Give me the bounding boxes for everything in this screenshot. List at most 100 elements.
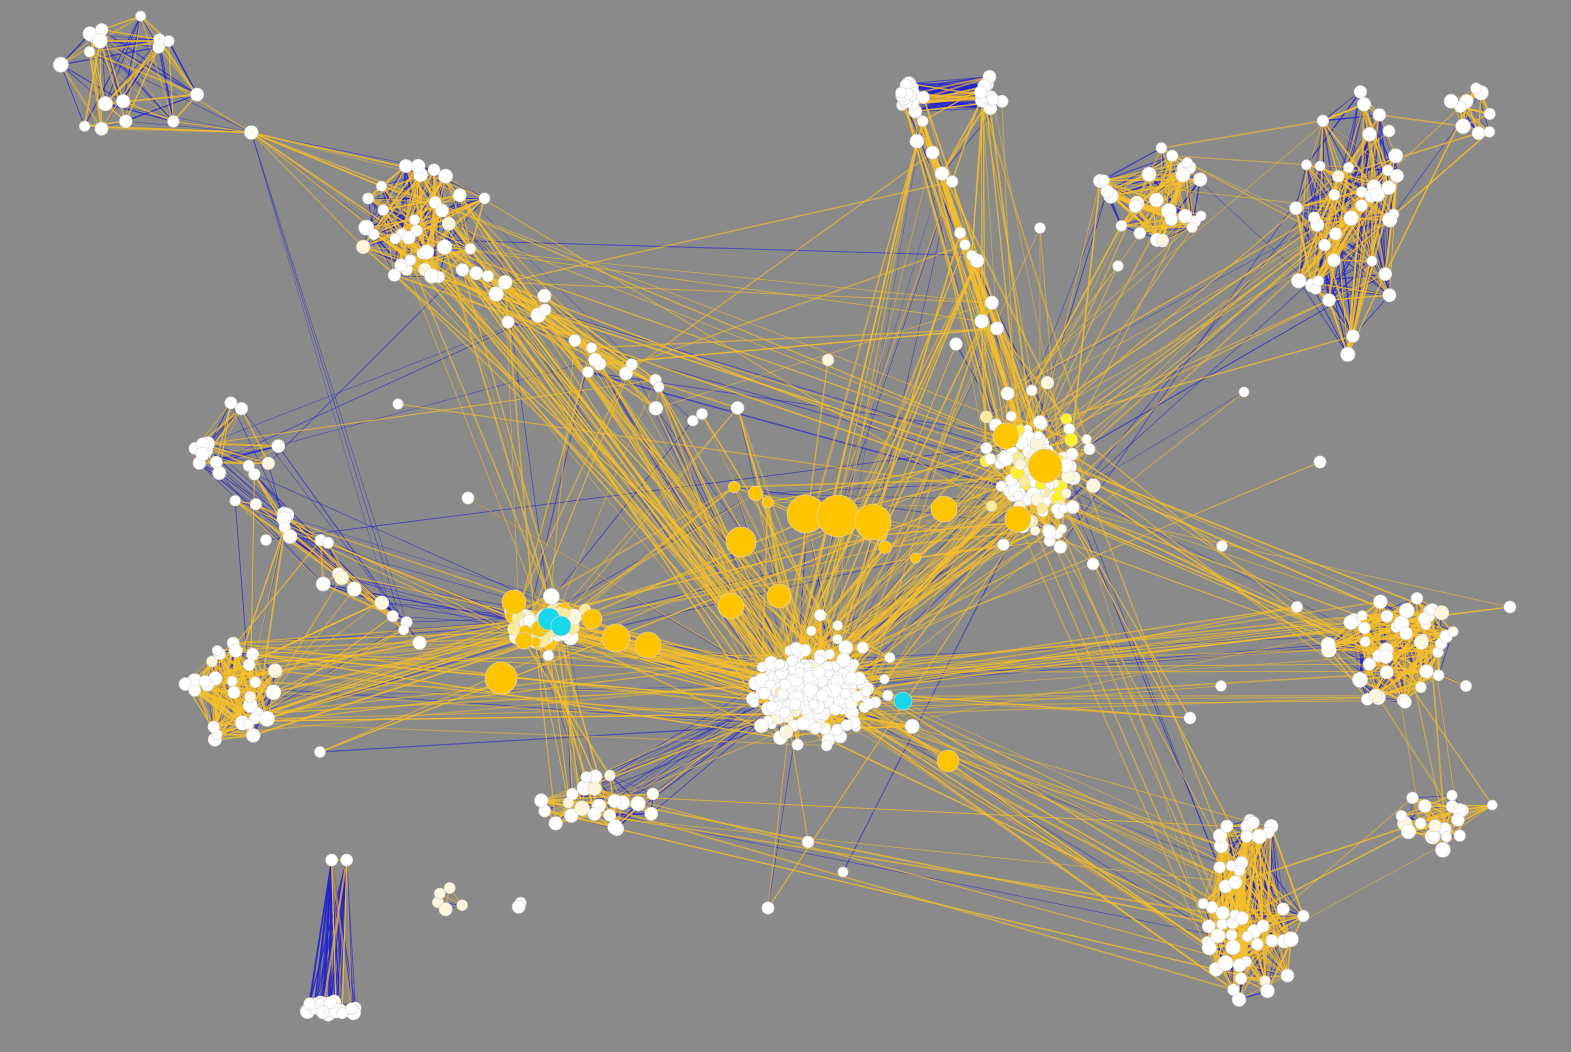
graph-node[interactable] <box>1265 934 1279 948</box>
graph-node[interactable] <box>1470 82 1483 95</box>
graph-node[interactable] <box>1231 992 1247 1007</box>
graph-node[interactable] <box>1183 711 1197 725</box>
graph-node[interactable] <box>411 158 426 174</box>
graph-node[interactable] <box>862 697 875 710</box>
graph-node[interactable] <box>443 882 456 894</box>
graph-node[interactable] <box>325 853 338 867</box>
graph-node[interactable] <box>1446 789 1458 801</box>
graph-node[interactable] <box>1447 626 1459 637</box>
graph-node[interactable] <box>1428 819 1442 833</box>
graph-node[interactable] <box>1225 929 1238 941</box>
graph-node[interactable] <box>234 402 248 416</box>
graph-node[interactable] <box>249 676 262 688</box>
graph-node[interactable] <box>582 366 594 378</box>
graph-node[interactable] <box>392 398 404 410</box>
graph-node[interactable] <box>1235 911 1249 926</box>
graph-node[interactable] <box>1328 189 1341 201</box>
graph-node[interactable] <box>1378 267 1393 281</box>
graph-node[interactable] <box>1227 983 1240 996</box>
graph-node[interactable] <box>436 239 453 255</box>
graph-node[interactable] <box>1283 931 1299 948</box>
graph-node[interactable] <box>1373 594 1388 609</box>
graph-node[interactable] <box>1413 634 1429 650</box>
graph-node[interactable] <box>1368 688 1383 703</box>
graph-node[interactable] <box>604 769 616 782</box>
graph-node[interactable] <box>1388 148 1404 164</box>
graph-node-hub[interactable] <box>816 494 860 538</box>
graph-node[interactable] <box>802 682 818 698</box>
graph-node-hub[interactable] <box>936 749 960 773</box>
graph-node[interactable] <box>303 997 317 1011</box>
graph-node[interactable] <box>730 401 745 415</box>
graph-node[interactable] <box>259 710 275 727</box>
graph-node-hub[interactable] <box>484 661 518 695</box>
graph-node[interactable] <box>1053 540 1068 554</box>
graph-node[interactable] <box>394 258 408 272</box>
graph-node[interactable] <box>227 686 241 699</box>
graph-node[interactable] <box>1064 432 1078 447</box>
graph-node[interactable] <box>1260 983 1275 999</box>
graph-node[interactable] <box>607 819 624 835</box>
graph-node[interactable] <box>271 439 286 453</box>
graph-node[interactable] <box>346 581 362 597</box>
graph-node[interactable] <box>980 442 993 455</box>
graph-node[interactable] <box>773 658 785 670</box>
graph-node[interactable] <box>984 295 999 310</box>
graph-node[interactable] <box>1246 816 1260 830</box>
graph-node[interactable] <box>1115 220 1128 232</box>
graph-node[interactable] <box>456 899 468 911</box>
graph-node[interactable] <box>1175 167 1191 183</box>
graph-node[interactable] <box>1370 187 1386 202</box>
graph-node[interactable] <box>1419 664 1434 679</box>
graph-node[interactable] <box>1040 376 1055 390</box>
graph-node[interactable] <box>1358 621 1371 635</box>
graph-node[interactable] <box>1435 841 1451 858</box>
graph-node[interactable] <box>501 315 515 329</box>
graph-node[interactable] <box>845 671 858 684</box>
graph-node[interactable] <box>882 689 894 702</box>
graph-node[interactable] <box>1013 490 1024 501</box>
graph-node[interactable] <box>1301 159 1312 171</box>
graph-node[interactable] <box>1401 824 1417 840</box>
graph-node[interactable] <box>1042 524 1057 539</box>
graph-node[interactable] <box>1014 458 1027 471</box>
graph-node[interactable] <box>195 446 210 461</box>
graph-node[interactable] <box>1228 875 1243 890</box>
graph-node[interactable] <box>822 661 833 672</box>
graph-node[interactable] <box>564 808 579 823</box>
graph-node[interactable] <box>1256 919 1270 933</box>
graph-node[interactable] <box>246 728 261 743</box>
graph-node[interactable] <box>1381 180 1397 195</box>
graph-node[interactable] <box>455 263 470 277</box>
graph-node[interactable] <box>1343 162 1355 174</box>
graph-node[interactable] <box>224 396 238 410</box>
graph-node[interactable] <box>244 125 259 140</box>
graph-node[interactable] <box>228 643 243 658</box>
graph-node[interactable] <box>1280 968 1295 983</box>
graph-node[interactable] <box>879 674 890 685</box>
graph-node[interactable] <box>52 56 69 73</box>
graph-node[interactable] <box>389 233 401 245</box>
graph-node-highlight[interactable] <box>893 691 913 711</box>
graph-node[interactable] <box>1217 955 1234 972</box>
graph-node[interactable] <box>229 495 241 507</box>
graph-node[interactable] <box>925 145 940 160</box>
graph-node[interactable] <box>974 85 988 99</box>
graph-node[interactable] <box>1359 636 1371 648</box>
graph-node[interactable] <box>1186 221 1198 233</box>
graph-node[interactable] <box>748 697 760 708</box>
graph-node[interactable] <box>1128 199 1143 214</box>
graph-node[interactable] <box>1081 434 1092 445</box>
graph-node[interactable] <box>1034 222 1046 234</box>
graph-node[interactable] <box>808 698 820 710</box>
graph-node[interactable] <box>585 342 597 354</box>
graph-node[interactable] <box>387 268 401 282</box>
graph-node[interactable] <box>542 649 555 662</box>
graph-node[interactable] <box>1399 626 1413 640</box>
graph-node-hub[interactable] <box>1004 505 1032 533</box>
graph-node-hub[interactable] <box>1027 448 1063 484</box>
graph-node[interactable] <box>244 691 257 703</box>
graph-node[interactable] <box>815 689 829 703</box>
graph-node[interactable] <box>1155 142 1168 154</box>
graph-node[interactable] <box>419 244 435 260</box>
